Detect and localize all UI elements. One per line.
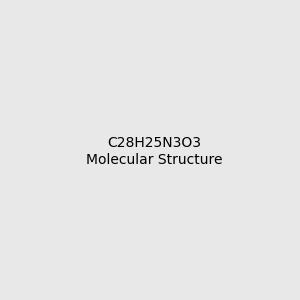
Text: C28H25N3O3
Molecular Structure: C28H25N3O3 Molecular Structure (85, 136, 222, 166)
